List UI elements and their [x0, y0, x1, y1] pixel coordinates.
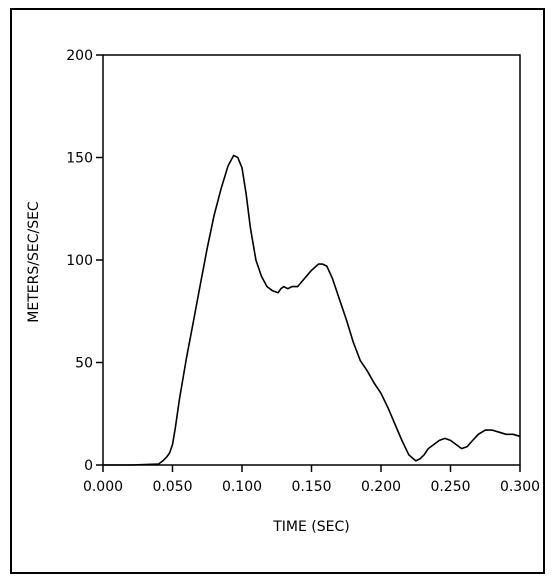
y-tick-label: 200	[66, 48, 93, 64]
y-tick-label: 50	[75, 356, 93, 372]
y-axis-label: METERS/SEC/SEC	[26, 201, 42, 323]
y-tick-label: 150	[66, 151, 93, 167]
x-tick-label: 0.300	[500, 479, 540, 495]
x-axis-label: TIME (SEC)	[272, 519, 350, 535]
x-tick-label: 0.250	[430, 479, 470, 495]
y-tick-label: 100	[66, 253, 93, 269]
x-tick-label: 0.150	[291, 479, 331, 495]
chart-frame	[10, 8, 545, 574]
plot-area	[102, 54, 521, 466]
series-line	[103, 154, 521, 466]
x-tick-label: 0.100	[222, 479, 262, 495]
x-tick-label: 0.050	[152, 479, 192, 495]
x-tick-label: 0.000	[83, 479, 123, 495]
y-tick-label: 0	[84, 458, 93, 474]
x-tick-label: 0.200	[361, 479, 401, 495]
